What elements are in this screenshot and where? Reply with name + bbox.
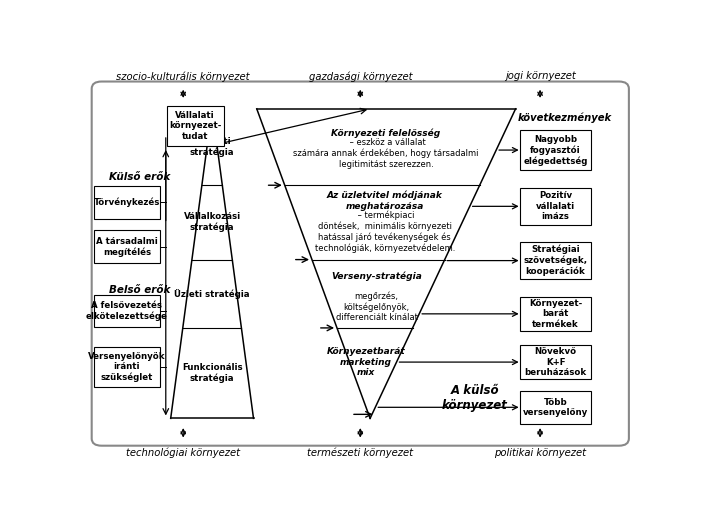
Text: megőrzés,
költségelőnyök,
differenciált kínálat: megőrzés, költségelőnyök, differenciált … [336, 281, 418, 322]
FancyBboxPatch shape [520, 130, 591, 170]
Text: következmények: következmények [517, 113, 612, 123]
Text: Nagyobb
fogyasztói
elégedettség: Nagyobb fogyasztói elégedettség [524, 135, 588, 165]
Text: Vállalati
stratégia: Vállalati stratégia [190, 137, 234, 157]
Text: Külső erők: Külső erők [108, 172, 170, 182]
Text: Versenyelőnyök
iránti
szükséglet: Versenyelőnyök iránti szükséglet [88, 352, 166, 382]
FancyBboxPatch shape [520, 188, 591, 224]
Text: Stratégiai
szövetségek,
kooperációk: Stratégiai szövetségek, kooperációk [524, 245, 588, 276]
Text: szocio-kulturális környezet: szocio-kulturális környezet [117, 71, 250, 81]
FancyBboxPatch shape [520, 391, 591, 423]
Text: Növekvő
K+F
beruházások: Növekvő K+F beruházások [524, 347, 587, 377]
FancyBboxPatch shape [94, 294, 160, 327]
Text: Környezetbarát
marketing
mix: Környezetbarát marketing mix [326, 347, 405, 377]
Text: A külső
környezet: A külső környezet [441, 384, 508, 412]
Text: Az üzletvitel módjának
meghatározása: Az üzletvitel módjának meghatározása [327, 191, 443, 210]
FancyBboxPatch shape [94, 347, 160, 387]
Text: gazdasági környezet: gazdasági környezet [309, 71, 412, 81]
FancyBboxPatch shape [94, 186, 160, 219]
Text: – eszköz a vállalat
számára annak érdekében, hogy társadalmi
legitimitást szerez: – eszköz a vállalat számára annak érdeké… [293, 138, 479, 169]
Text: Belső erők: Belső erők [108, 284, 170, 295]
Text: Vállalati
környezet-
tudat: Vállalati környezet- tudat [169, 111, 221, 141]
Text: A felsővezetés
elkötelezettsége: A felsővezetés elkötelezettsége [86, 301, 168, 321]
Text: Pozitív
vállalati
imázs: Pozitív vállalati imázs [536, 192, 575, 221]
Text: Környezet-
barát
termékek: Környezet- barát termékek [529, 299, 582, 329]
FancyBboxPatch shape [520, 242, 591, 279]
Text: – termékpiaci
döntések,  minimális környezeti
hatással járó tevékenységek és
tec: – termékpiaci döntések, minimális környe… [315, 210, 455, 253]
FancyBboxPatch shape [91, 81, 629, 446]
FancyBboxPatch shape [94, 230, 160, 263]
Text: A társadalmi
megítélés: A társadalmi megítélés [96, 236, 157, 256]
FancyBboxPatch shape [167, 105, 224, 146]
Text: Funkcionális
stratégia: Funkcionális stratégia [182, 363, 243, 383]
Text: jogi környezet: jogi környezet [505, 72, 576, 81]
Text: technológiai környezet: technológiai környezet [127, 447, 240, 458]
Text: Környezeti felelősség: Környezeti felelősség [331, 129, 441, 138]
Text: Több
versenyelőny: Több versenyelőny [523, 398, 588, 417]
Text: Vállalkozási
stratégia: Vállalkozási stratégia [183, 212, 240, 232]
Text: Törvénykezés: Törvénykezés [93, 197, 160, 207]
FancyBboxPatch shape [520, 345, 591, 379]
Text: politikai környezet: politikai környezet [494, 447, 586, 457]
FancyBboxPatch shape [520, 296, 591, 331]
Text: Üzleti stratégia: Üzleti stratégia [174, 289, 250, 299]
Text: Verseny-stratégia: Verseny-stratégia [331, 271, 422, 281]
Text: természeti környezet: természeti környezet [307, 447, 413, 458]
